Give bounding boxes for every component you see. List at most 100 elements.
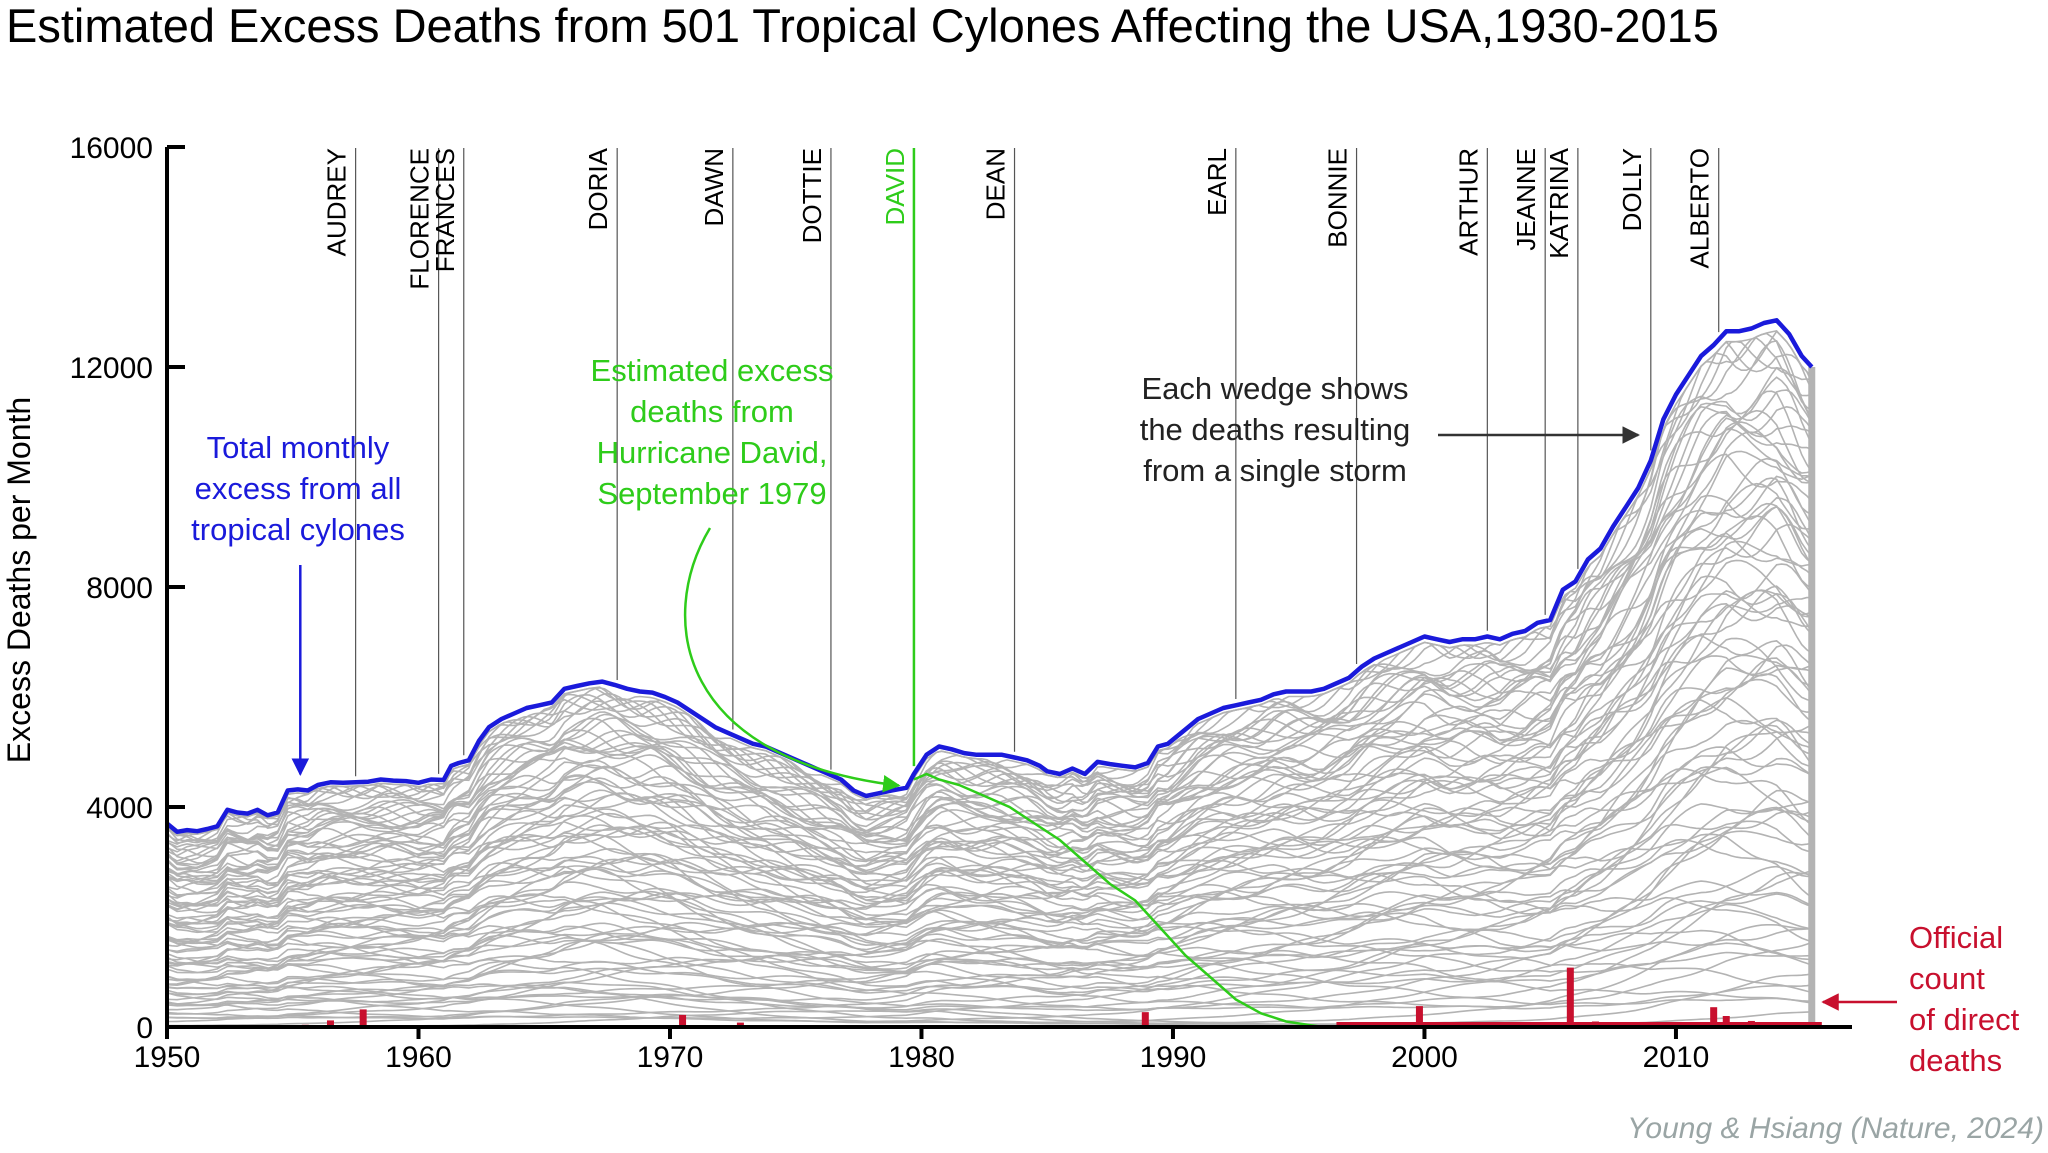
david-annotation-arrow [683,527,901,793]
x-tick-label: 2010 [1643,1041,1710,1074]
storm-wedge-line [166,596,1812,925]
david-annotation-line: Hurricane David, [597,435,828,470]
storm-label: DAWN [699,148,729,226]
storm-label: DAVID [880,148,910,226]
official-death-bar [736,1022,744,1027]
source-credit: Young & Hsiang (Nature, 2024) [1627,1112,2044,1145]
wedge-annotation-line: the deaths resulting [1140,412,1411,447]
y-tick-label: 12000 [70,352,153,385]
storm-label: AUDREY [322,148,352,256]
storm-label: DEAN [981,148,1011,220]
official-death-bar [359,1009,367,1027]
official-death-bar [1415,1006,1423,1027]
storm-wedge-line [166,903,1812,1024]
total-annotation-line: tropical cylones [191,512,405,547]
official-death-bar [1722,1016,1730,1027]
storm-wedge-line [166,405,1813,865]
storm-label: ALBERTO [1685,148,1715,268]
storm-wedge-line [166,719,1813,953]
storm-label: KATRINA [1544,147,1574,258]
wedge-annotation-line: from a single storm [1143,453,1407,488]
y-tick-label: 16000 [70,132,153,165]
storm-wedge-line [166,838,1813,1009]
storm-wedge-line [166,575,1813,921]
storm-wedge-line [166,800,1812,974]
storm-wedge-line [166,559,1812,895]
storm-wedge-line [166,746,1813,946]
x-tick-label: 1950 [134,1041,201,1074]
storm-wedge-line [166,409,1813,858]
storm-wedge-line [166,644,1813,948]
y-axis-label: Excess Deaths per Month [1,397,37,763]
storm-wedge-line [166,654,1813,934]
official-death-bar [1566,967,1574,1027]
storm-wedge-line [166,589,1813,925]
storm-wedge-line [166,330,1813,836]
x-tick-label: 1970 [637,1041,704,1074]
storm-wedge-line [166,905,1812,1004]
storm-label: FLORENCE [405,148,435,290]
storm-wedge-line [166,820,1812,965]
storm-wedge-line [166,673,1813,924]
total-series-line [165,318,1814,835]
storm-label: EARL [1202,148,1232,216]
storm-label: ARTHUR [1453,148,1483,256]
x-tick-label: 1960 [385,1041,452,1074]
total-annotation-line: excess from all [195,471,402,506]
y-tick-label: 8000 [86,572,153,605]
storm-wedge-line [166,602,1813,913]
official-death-bar [1710,1007,1718,1027]
storm-wedge-line [166,428,1812,876]
storm-label: BONNIE [1323,148,1353,248]
x-tick-label: 1980 [888,1041,955,1074]
storm-wedges [166,330,1816,1028]
official-death-bar [326,1020,334,1027]
storm-wedge-line [166,890,1813,990]
official-death-bar [679,1014,687,1027]
storm-wedge-line [166,724,1813,971]
storm-wedge-line [166,414,1813,871]
storm-wedge-line [166,494,1813,876]
storm-wedge-line [166,757,1813,954]
david-series-line [913,772,1325,1029]
storm-wedge-line [166,634,1813,911]
official-annotation-line: Official [1909,920,2003,955]
storm-label: DOLLY [1617,148,1647,231]
storm-wedge-line [166,953,1812,1019]
storm-wedge-line [166,523,1813,910]
annotations: Total monthly excess from all tropical cyl… [191,353,2019,1078]
storm-wedge-line [166,337,1812,843]
storm-wedge-line [166,808,1813,982]
y-tick-label: 0 [136,1012,153,1045]
storm-wedge-line [166,340,1813,845]
official-annotation-line: count [1909,961,1985,996]
storm-wedge-line [166,973,1812,1026]
storm-label: DORIA [583,147,613,230]
series-lines [165,318,1814,1029]
storm-label: JEANNE [1511,148,1541,251]
storm-label: FRANCES [430,148,460,272]
official-annotation-line: of direct [1909,1002,2020,1037]
x-tick-label: 1990 [1140,1041,1207,1074]
storm-wedge-line [166,366,1813,857]
official-annotation-line: deaths [1909,1043,2002,1078]
x-tick-label: 2000 [1391,1041,1458,1074]
david-annotation-line: Estimated excess [591,353,834,388]
storm-wedge-line [166,475,1813,897]
total-annotation-line: Total monthly [207,430,390,465]
storm-label: DOTTIE [797,148,827,243]
axes: 0 4000 8000 12000 16000 1950 1960 1970 1980 1990 2… [70,132,1852,1074]
official-death-bar [1141,1012,1149,1027]
storm-wedge-line [166,767,1813,958]
storm-wedge-line [166,589,1813,953]
storm-wedge-line [166,340,1813,844]
y-tick-label: 4000 [86,792,153,825]
storm-wedge-line [166,532,1813,926]
chart-title: Estimated Excess Deaths from 501 Tropica… [6,0,1719,52]
wedge-annotation-line: Each wedge shows [1141,371,1408,406]
storm-wedge-line [166,457,1813,883]
david-annotation-line: deaths from [630,394,794,429]
david-annotation-line: September 1979 [597,476,826,511]
